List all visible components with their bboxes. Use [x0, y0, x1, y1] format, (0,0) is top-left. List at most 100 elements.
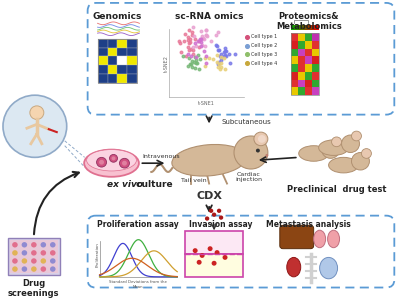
Text: Proteomics&
Metabolomics: Proteomics& Metabolomics: [276, 12, 342, 31]
Point: [222, 66, 228, 71]
Point: [214, 53, 220, 58]
Point: [208, 39, 214, 44]
Point: [218, 60, 224, 65]
Circle shape: [22, 250, 27, 256]
Ellipse shape: [319, 140, 348, 155]
Point: [186, 41, 192, 46]
Point: [198, 40, 204, 45]
Ellipse shape: [328, 230, 340, 248]
Bar: [118, 39, 128, 48]
Bar: [98, 39, 138, 82]
Circle shape: [12, 266, 18, 272]
Bar: [118, 65, 128, 74]
Point: [198, 28, 204, 33]
Point: [185, 52, 191, 57]
Text: Drug
screenings: Drug screenings: [8, 279, 60, 298]
Point: [196, 67, 202, 71]
Bar: [293, 25, 294, 30]
Point: [192, 43, 199, 48]
Bar: [128, 56, 138, 65]
Point: [180, 53, 186, 58]
Bar: [302, 25, 304, 30]
Bar: [312, 72, 319, 80]
Bar: [300, 25, 301, 30]
Text: sc-RNA omics: sc-RNA omics: [175, 12, 243, 21]
Bar: [108, 74, 118, 82]
Bar: [316, 25, 318, 30]
Bar: [312, 41, 319, 48]
Text: Tail vein: Tail vein: [181, 178, 207, 183]
Circle shape: [212, 261, 216, 266]
Bar: [304, 25, 305, 30]
Circle shape: [40, 250, 46, 256]
Point: [192, 55, 199, 60]
Ellipse shape: [287, 257, 301, 277]
Point: [244, 61, 250, 66]
Point: [190, 24, 196, 29]
Circle shape: [214, 250, 220, 255]
Bar: [98, 74, 108, 82]
Point: [191, 34, 197, 39]
Bar: [315, 25, 316, 30]
Point: [187, 62, 194, 67]
Bar: [185, 231, 243, 255]
Bar: [318, 25, 319, 30]
Point: [221, 56, 228, 61]
Bar: [314, 25, 315, 30]
Point: [200, 49, 207, 54]
Point: [218, 54, 224, 59]
Circle shape: [40, 258, 46, 264]
Bar: [298, 33, 305, 41]
Point: [216, 59, 222, 64]
Circle shape: [31, 266, 37, 272]
Point: [190, 48, 196, 52]
Point: [196, 39, 202, 44]
Ellipse shape: [172, 144, 246, 176]
Circle shape: [22, 266, 27, 272]
Point: [193, 57, 200, 62]
Circle shape: [112, 157, 116, 160]
Bar: [118, 56, 128, 65]
Point: [199, 33, 205, 38]
Bar: [313, 25, 314, 30]
Text: Cell type 4: Cell type 4: [251, 61, 277, 66]
Bar: [128, 39, 138, 48]
Point: [226, 52, 232, 57]
Point: [190, 45, 196, 49]
Text: CDX: CDX: [196, 191, 222, 201]
Point: [186, 28, 192, 33]
Circle shape: [50, 266, 56, 272]
Bar: [292, 25, 293, 30]
Circle shape: [31, 242, 37, 247]
Point: [197, 37, 203, 42]
Bar: [98, 48, 108, 56]
Bar: [291, 41, 298, 48]
Text: Subcutaneous: Subcutaneous: [221, 119, 271, 126]
Text: t-SNE2: t-SNE2: [164, 55, 169, 72]
Circle shape: [208, 246, 212, 251]
Bar: [291, 56, 298, 64]
Ellipse shape: [320, 257, 338, 279]
Point: [188, 46, 194, 51]
Point: [223, 53, 230, 58]
Ellipse shape: [87, 150, 136, 171]
Bar: [98, 39, 108, 48]
Circle shape: [219, 216, 223, 220]
Point: [216, 62, 222, 67]
Circle shape: [234, 136, 268, 169]
Point: [187, 39, 193, 44]
Bar: [118, 48, 128, 56]
Point: [244, 43, 250, 48]
Bar: [298, 48, 305, 56]
Point: [192, 66, 198, 71]
Bar: [108, 65, 118, 74]
Point: [196, 45, 202, 49]
Point: [198, 36, 204, 41]
Bar: [291, 48, 298, 56]
Circle shape: [50, 250, 56, 256]
Bar: [291, 33, 298, 41]
Text: Proliferation assay: Proliferation assay: [96, 221, 178, 229]
Text: Cell type 1: Cell type 1: [251, 34, 277, 39]
Bar: [298, 25, 299, 30]
Ellipse shape: [314, 230, 326, 248]
